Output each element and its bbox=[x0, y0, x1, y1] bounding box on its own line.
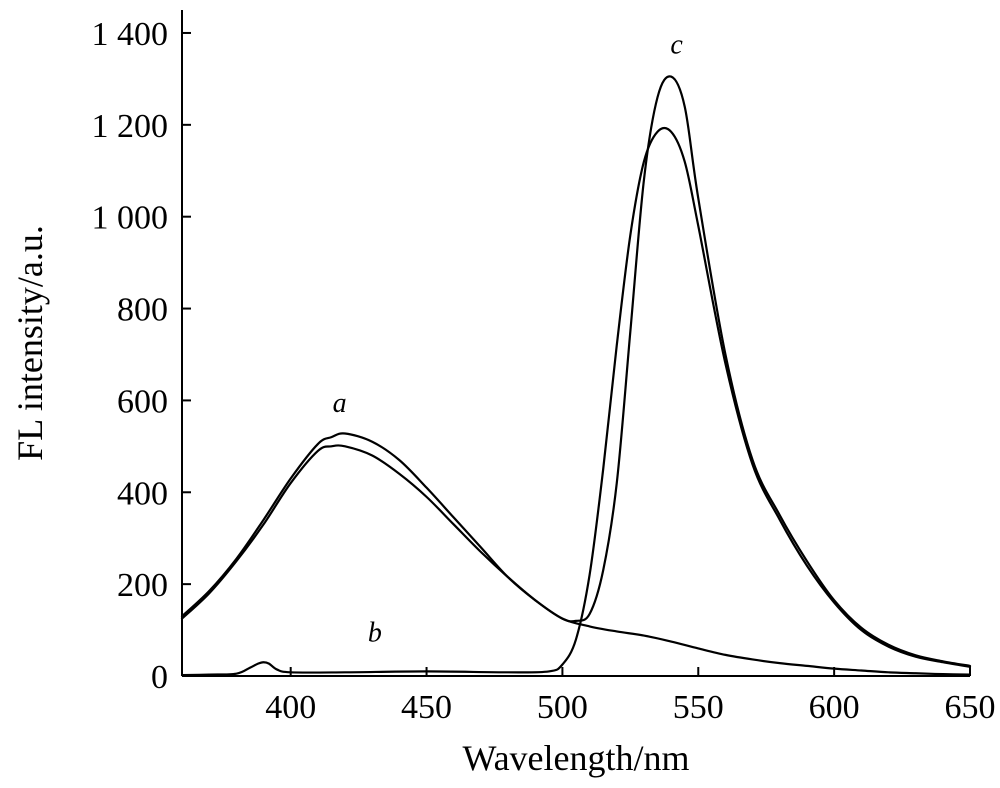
x-tick-label: 600 bbox=[809, 689, 860, 726]
x-tick-label: 400 bbox=[265, 689, 316, 726]
curve-label-a: a bbox=[333, 388, 347, 419]
y-tick-label: 1 200 bbox=[92, 108, 169, 145]
x-tick-label: 450 bbox=[401, 689, 452, 726]
annotation-layer: a b c bbox=[333, 30, 684, 649]
y-tick-label: 1 400 bbox=[92, 16, 169, 53]
spectrum-line-2 bbox=[180, 75, 972, 667]
y-tick-label: 200 bbox=[117, 567, 168, 604]
y-tick-label: 0 bbox=[151, 659, 168, 696]
y-tick-label: 800 bbox=[117, 292, 168, 329]
x-tick-label: 500 bbox=[537, 689, 588, 726]
y-tick-label: 400 bbox=[117, 475, 168, 512]
curve-label-c: c bbox=[670, 30, 683, 61]
y-axis-title: FL intensity/a.u. bbox=[10, 225, 50, 461]
x-axis-title: Wavelength/nm bbox=[462, 738, 689, 778]
curve-label-b: b bbox=[368, 618, 382, 649]
spectrum-line-3 bbox=[180, 126, 972, 677]
x-tick-label: 650 bbox=[945, 689, 996, 726]
y-tick-label: 600 bbox=[117, 383, 168, 420]
series-layer bbox=[180, 75, 972, 677]
y-tick-label: 1 000 bbox=[92, 200, 169, 237]
x-tick-label: 550 bbox=[673, 689, 724, 726]
axis-ticks: 400 450 500 550 600 650 0 200 400 600 800 1 000 1 20… bbox=[92, 16, 996, 726]
